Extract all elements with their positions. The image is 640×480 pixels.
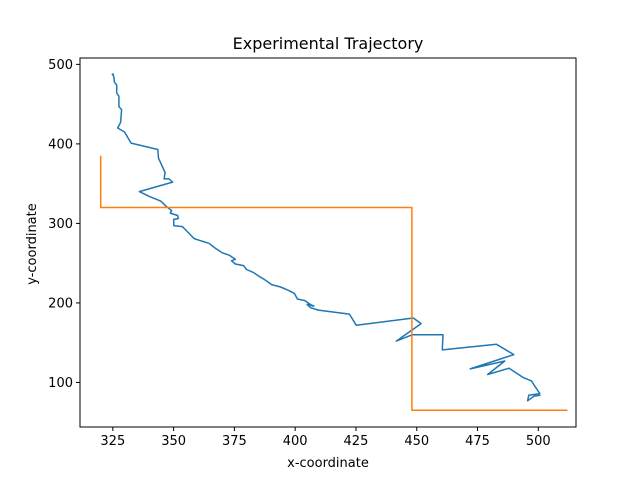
x-tick-label: 425	[344, 434, 369, 449]
chart-title: Experimental Trajectory	[233, 34, 424, 53]
x-axis-label: x-coordinate	[287, 456, 369, 471]
plot-area	[99, 73, 568, 412]
x-tick-label: 375	[222, 434, 247, 449]
x-tick-label: 450	[404, 434, 429, 449]
axes-frame	[79, 57, 577, 428]
x-tick-label: 475	[465, 434, 490, 449]
y-tick-label: 100	[48, 376, 73, 391]
y-tick-label: 500	[48, 58, 73, 73]
y-axis-label: y-coordinate	[25, 203, 40, 285]
y-tick-label: 300	[48, 217, 73, 232]
x-axis-ticks: 325 350 375 400 425 450 475 500	[100, 427, 551, 449]
x-tick-label: 350	[161, 434, 186, 449]
y-tick-label: 400	[48, 137, 73, 152]
series-line-2	[99, 155, 568, 412]
y-axis-ticks: 100 200 300 400 500	[48, 58, 80, 391]
x-tick-label: 500	[526, 434, 551, 449]
x-tick-label: 325	[100, 434, 125, 449]
y-tick-label: 200	[48, 296, 73, 311]
series-line-1	[111, 73, 541, 402]
x-tick-label: 400	[283, 434, 308, 449]
